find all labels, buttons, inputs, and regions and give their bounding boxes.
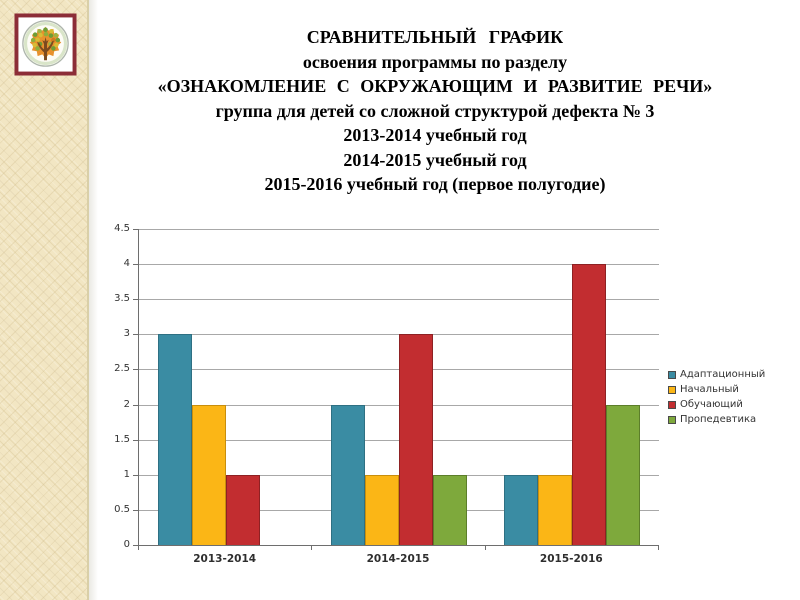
legend-item: Начальный bbox=[668, 384, 765, 395]
school-logo bbox=[14, 13, 77, 76]
tree-trunk bbox=[37, 37, 54, 61]
x-tick-mark bbox=[311, 545, 313, 550]
title-line-4: группа для детей со сложной структурой д… bbox=[215, 100, 655, 121]
y-tick-label: 1.5 bbox=[114, 433, 130, 445]
bar-Адаптационный-2015-2016 bbox=[504, 474, 539, 545]
y-tick-mark bbox=[133, 369, 139, 371]
y-tick-label: 3 bbox=[123, 328, 130, 340]
sidebar-strip bbox=[0, 0, 89, 600]
bar-Начальный-2013-2014 bbox=[191, 404, 226, 545]
y-tick-mark bbox=[133, 439, 139, 441]
title-line-6: 2014-2015 учебный год bbox=[343, 149, 527, 170]
y-tick-label: 4.5 bbox=[114, 223, 130, 234]
legend-swatch bbox=[668, 400, 676, 409]
legend-item: Обучающий bbox=[668, 399, 765, 410]
gridline bbox=[139, 229, 659, 230]
tree-emblem-icon bbox=[14, 13, 77, 76]
bar-Адаптационный-2014-2015 bbox=[331, 404, 365, 545]
legend-swatch bbox=[668, 415, 676, 424]
y-tick-mark bbox=[133, 229, 139, 230]
bar-Пропедевтика-2014-2015 bbox=[433, 474, 467, 545]
x-tick-mark bbox=[138, 545, 139, 550]
gridline bbox=[139, 264, 659, 266]
bar-Пропедевтика-2015-2016 bbox=[606, 404, 641, 545]
bar-Адаптационный-2013-2014 bbox=[157, 334, 192, 545]
y-tick-label: 0.5 bbox=[114, 503, 130, 515]
bar-Обучающий-2015-2016 bbox=[572, 264, 607, 545]
bar-chart: 0 0.5 1 1.5 2 2.5 3 3.5 4 4.5 2013-2014 2014-2015 2… bbox=[90, 223, 796, 589]
y-tick-mark bbox=[133, 404, 139, 406]
y-tick-label: 1 bbox=[123, 468, 130, 480]
y-tick-mark bbox=[133, 264, 139, 266]
title-line-1: СРАВНИТЕЛЬНЫЙ ГРАФИК bbox=[306, 27, 564, 47]
legend-swatch bbox=[668, 385, 676, 394]
legend-label: Пропедевтика bbox=[680, 414, 757, 425]
title-line-2: освоения программы по разделу bbox=[302, 51, 568, 72]
legend-label: Адаптационный bbox=[680, 369, 766, 380]
y-tick-mark bbox=[133, 545, 139, 546]
y-tick-label: 0 bbox=[123, 539, 130, 550]
bar-Обучающий-2013-2014 bbox=[225, 474, 260, 545]
legend-item: Адаптационный bbox=[668, 369, 765, 380]
x-tick-mark bbox=[658, 545, 659, 550]
y-tick-mark bbox=[133, 474, 139, 476]
legend-label: Начальный bbox=[680, 384, 739, 395]
sidebar-edge-fade bbox=[89, 0, 98, 600]
x-category-label: 2014-2015 bbox=[366, 553, 430, 565]
chart-legend: Адаптационный Начальный Обучающий Пропедевт… bbox=[668, 369, 765, 429]
legend-swatch bbox=[668, 370, 676, 379]
x-category-label: 2013-2014 bbox=[193, 553, 257, 565]
bar-Обучающий-2014-2015 bbox=[399, 334, 433, 545]
x-category-label: 2015-2016 bbox=[539, 553, 603, 565]
bar-Начальный-2015-2016 bbox=[538, 474, 573, 545]
legend-label: Обучающий bbox=[680, 399, 743, 410]
tree-foliage bbox=[30, 27, 61, 51]
y-tick-mark bbox=[133, 334, 139, 336]
x-tick-mark bbox=[484, 545, 486, 550]
y-tick-label: 3.5 bbox=[114, 293, 130, 305]
y-tick-label: 2.5 bbox=[114, 363, 130, 375]
y-tick-mark bbox=[133, 509, 139, 511]
legend-item: Пропедевтика bbox=[668, 414, 765, 425]
title-line-3: «ОЗНАКОМЛЕНИЕ С ОКРУЖАЮЩИМ И РАЗВИТИЕ РЕ… bbox=[157, 76, 713, 96]
plot-area bbox=[138, 229, 659, 546]
y-tick-mark bbox=[133, 299, 139, 301]
bar-Начальный-2014-2015 bbox=[365, 474, 399, 545]
slide-title: СРАВНИТЕЛЬНЫЙ ГРАФИК освоения программы … bbox=[88, 25, 782, 197]
title-line-7: 2015-2016 учебный год (первое полугодие) bbox=[264, 174, 606, 194]
y-tick-label: 2 bbox=[123, 398, 130, 410]
y-tick-label: 4 bbox=[123, 258, 130, 270]
gridline bbox=[139, 299, 659, 301]
title-line-5: 2013-2014 учебный год bbox=[343, 125, 527, 145]
